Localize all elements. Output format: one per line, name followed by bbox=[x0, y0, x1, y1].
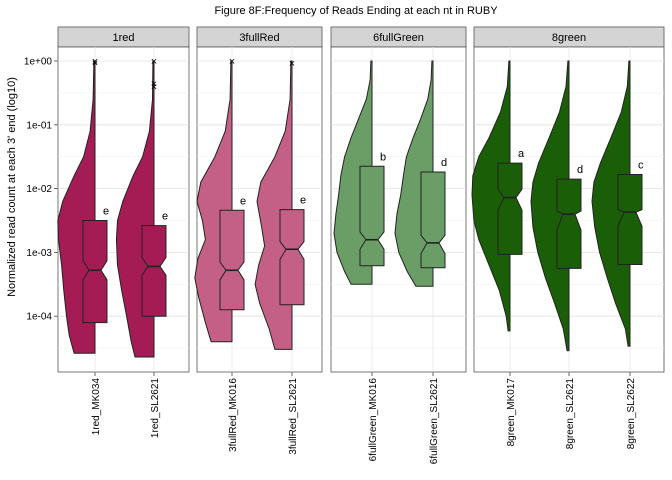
significance-letter: d bbox=[441, 157, 447, 169]
violin bbox=[591, 60, 631, 347]
box bbox=[219, 209, 245, 311]
outlier-point: × bbox=[92, 57, 98, 69]
facet-8green: 8green a 8green_MK017 d 8green_SL2621 c 8green… bbox=[471, 26, 665, 450]
x-tick-label: 8green_MK017 bbox=[506, 378, 517, 447]
significance-letter: b bbox=[380, 151, 386, 163]
facet-strip-label: 8green bbox=[552, 32, 586, 44]
y-tick-label: 1e-01 bbox=[26, 120, 52, 131]
facets: 1red××e1red_MK034×××e1red_SL26213fullRed… bbox=[57, 26, 665, 465]
x-tick-label: 6fullGreen_MK016 bbox=[368, 378, 379, 462]
x-tick-label: 1red_SL2621 bbox=[150, 378, 161, 438]
significance-letter: d bbox=[577, 164, 583, 176]
y-tick-label: 1e+00 bbox=[24, 57, 53, 68]
facet-strip-label: 6fullGreen bbox=[373, 32, 424, 44]
box bbox=[497, 162, 523, 255]
outlier-point: × bbox=[289, 58, 295, 70]
box bbox=[279, 209, 305, 306]
series-6fullGreen_SL2621: d 6fullGreen_SL2621 bbox=[394, 60, 447, 465]
y-tick-label: 1e-02 bbox=[26, 184, 52, 195]
box bbox=[359, 165, 385, 267]
significance-letter: e bbox=[240, 195, 246, 207]
significance-letter: e bbox=[103, 206, 109, 218]
x-tick-label: 1red_MK034 bbox=[91, 378, 102, 436]
y-tick-label: 1e-04 bbox=[26, 312, 52, 323]
box bbox=[556, 178, 582, 269]
significance-letter: a bbox=[518, 148, 525, 160]
outlier-point: × bbox=[151, 56, 157, 68]
series-6fullGreen_MK016: b 6fullGreen_MK016 bbox=[333, 60, 386, 462]
series-3fullRed_SL2621: × e 3fullRed_SL2621 bbox=[254, 58, 306, 455]
outlier-point: × bbox=[229, 56, 235, 68]
box bbox=[141, 225, 167, 317]
significance-letter: e bbox=[162, 211, 168, 223]
y-tick-label: 1e-03 bbox=[26, 248, 52, 259]
y-axis-title: Normalized read count at each 3' end (lo… bbox=[6, 77, 18, 297]
x-tick-label: 3fullRed_MK016 bbox=[228, 378, 239, 452]
series-8green_MK017: a 8green_MK017 bbox=[471, 60, 525, 447]
box bbox=[82, 220, 108, 324]
outlier-point: × bbox=[151, 82, 157, 94]
box bbox=[617, 174, 643, 266]
box bbox=[420, 171, 446, 269]
x-tick-label: 6fullGreen_SL2621 bbox=[429, 378, 440, 465]
significance-letter: c bbox=[638, 160, 644, 172]
series-8green_SL2621: d 8green_SL2621 bbox=[530, 60, 583, 450]
x-tick-label: 3fullRed_SL2621 bbox=[288, 378, 299, 455]
outlier-point: × bbox=[151, 78, 157, 90]
outlier-point: × bbox=[92, 56, 98, 68]
violin bbox=[194, 60, 233, 343]
series-3fullRed_MK016: × e 3fullRed_MK016 bbox=[194, 56, 246, 452]
significance-letter: e bbox=[300, 195, 306, 207]
x-tick-label: 8green_SL2621 bbox=[565, 378, 576, 450]
x-tick-label: 8green_SL2622 bbox=[626, 378, 637, 450]
violin bbox=[530, 60, 570, 352]
facet-strip-label: 1red bbox=[112, 32, 134, 44]
chart-title: Figure 8F:Frequency of Reads Ending at e… bbox=[214, 5, 498, 17]
facet-6fullGreen: 6fullGreen b 6fullGreen_MK016 d 6fullGreen_S… bbox=[330, 26, 467, 465]
facet-strip-label: 3fullRed bbox=[239, 32, 279, 44]
y-axis-ticks: 1e+00 1e-01 1e-02 1e-03 1e-04 bbox=[24, 57, 58, 323]
violin bbox=[471, 60, 511, 332]
facet-3fullRed: 3fullRed × e 3fullRed_MK016 × e 3fullRed_SL262… bbox=[194, 26, 323, 455]
series-8green_SL2622: c 8green_SL2622 bbox=[591, 60, 644, 450]
